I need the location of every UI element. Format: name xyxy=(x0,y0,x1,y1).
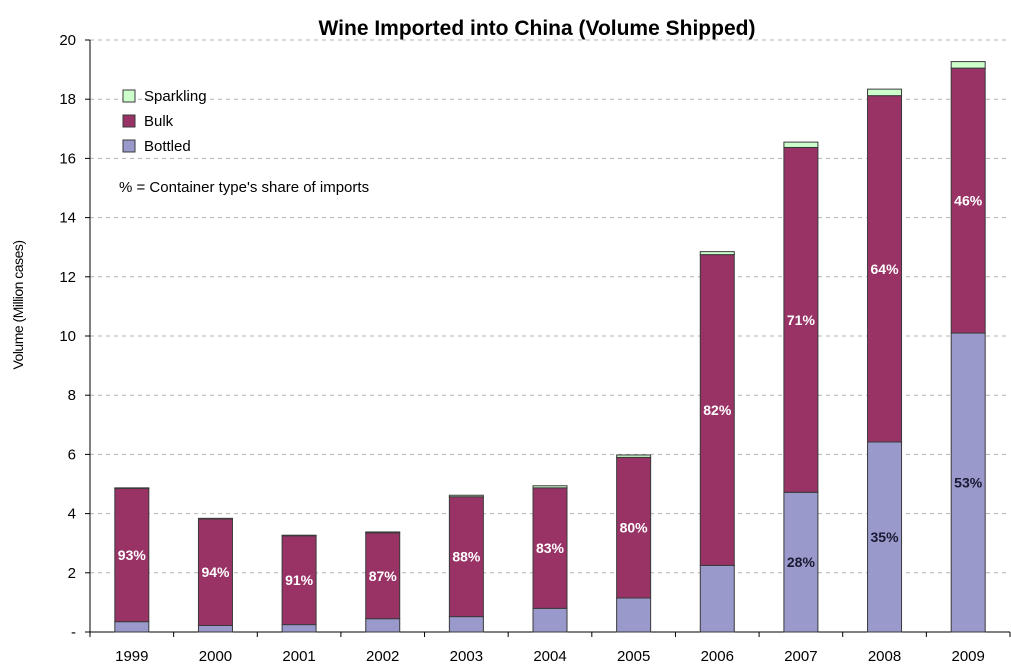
bar-bottled-2000 xyxy=(197,624,233,633)
data-label: 88% xyxy=(452,549,481,565)
data-label: 53% xyxy=(954,475,983,491)
data-label: 93% xyxy=(118,547,147,563)
legend: Sparkling Bulk Bottled xyxy=(122,88,207,155)
legend-swatch-bottled xyxy=(122,139,136,153)
bar-bottled-2002 xyxy=(365,618,401,633)
y-tick-label: 18 xyxy=(59,91,76,108)
y-tick-label: 4 xyxy=(68,506,76,523)
x-tick-label: 2005 xyxy=(617,648,650,665)
y-tick-label: 20 xyxy=(59,32,76,49)
y-tick-label: 2 xyxy=(68,565,76,582)
y-tick-label: 8 xyxy=(68,387,76,404)
bar-sparkling-2008 xyxy=(867,88,903,97)
bar-bulk-1999 xyxy=(114,487,150,623)
data-label: 80% xyxy=(620,520,649,536)
bar-sparkling-2009 xyxy=(950,61,986,69)
bar-bottled-2009 xyxy=(950,332,986,633)
y-tick-label: 14 xyxy=(59,210,76,227)
share-note: % = Container type's share of imports xyxy=(119,179,369,196)
bar-sparkling-2003 xyxy=(448,494,484,498)
x-tick-label: 2004 xyxy=(533,648,566,665)
bar-bottled-1999 xyxy=(114,621,150,633)
bar-bottled-2005 xyxy=(616,597,652,633)
legend-label-bulk: Bulk xyxy=(144,113,174,130)
bar-sparkling-2000 xyxy=(197,517,233,520)
bar-sparkling-2002 xyxy=(365,531,401,534)
bar-bottled-2008 xyxy=(867,441,903,633)
y-tick-label: 10 xyxy=(59,328,76,345)
x-tick-label: 2007 xyxy=(784,648,817,665)
data-label: 82% xyxy=(703,402,732,418)
y-axis-title: Volume (Million cases) xyxy=(10,240,26,369)
data-label: 83% xyxy=(536,540,565,556)
data-labels: 93% 94% 91% 87% 88% 83% 80% 82% 28% 71% 35% 64% 53% 4… xyxy=(118,193,983,589)
bar-sparkling-2001 xyxy=(281,534,317,537)
bar-bottled-2003 xyxy=(448,616,484,633)
legend-swatch-bulk xyxy=(122,114,136,128)
bar-sparkling-2007 xyxy=(783,141,819,148)
bar-sparkling-1999 xyxy=(114,487,150,489)
legend-label-sparkling: Sparkling xyxy=(144,88,207,105)
bar-sparkling-2006 xyxy=(699,251,735,256)
x-tick-label: 2009 xyxy=(951,648,984,665)
data-label: 94% xyxy=(201,564,230,580)
bar-bulk-2008 xyxy=(867,95,903,443)
x-tick-label: 2002 xyxy=(366,648,399,665)
x-tick-label: 2006 xyxy=(701,648,734,665)
x-tick-label: 2001 xyxy=(282,648,315,665)
y-tick-label: 6 xyxy=(68,446,76,463)
bar-sparkling-2005 xyxy=(616,454,652,458)
bar-bottled-2004 xyxy=(532,607,568,633)
data-label: 64% xyxy=(871,261,900,277)
bar-bottled-2001 xyxy=(281,624,317,633)
bar-bulk-2002 xyxy=(365,532,401,620)
data-label: 71% xyxy=(787,312,816,328)
bar-bulk-2006 xyxy=(699,254,735,566)
y-tick-label: 16 xyxy=(59,150,76,167)
data-label: 28% xyxy=(787,554,816,570)
y-tick-label: 12 xyxy=(59,269,76,286)
x-tick-label: 2000 xyxy=(199,648,232,665)
bar-bulk-2000 xyxy=(197,518,233,626)
data-label: 35% xyxy=(871,529,900,545)
bar-bottled-2006 xyxy=(699,564,735,633)
chart-title: Wine Imported into China (Volume Shipped… xyxy=(319,17,756,40)
bar-bulk-2005 xyxy=(616,456,652,599)
x-tick-label: 2008 xyxy=(868,648,901,665)
y-tick-label: - xyxy=(71,624,76,641)
bar-bulk-2001 xyxy=(281,535,317,626)
legend-label-bottled: Bottled xyxy=(144,138,191,155)
bar-bottled-2007 xyxy=(783,491,819,633)
data-label: 46% xyxy=(954,193,983,209)
data-label: 91% xyxy=(285,572,314,588)
x-tick-label: 1999 xyxy=(115,648,148,665)
bar-bulk-2009 xyxy=(950,67,986,334)
axes: - 2 4 6 8 10 12 14 16 18 20 1999 2000 2001 2002 2003 200… xyxy=(59,32,1011,665)
bar-sparkling-2004 xyxy=(532,485,568,489)
data-label: 87% xyxy=(369,568,398,584)
bars xyxy=(114,61,986,633)
legend-swatch-sparkling xyxy=(122,89,136,103)
x-tick-label: 2003 xyxy=(450,648,483,665)
